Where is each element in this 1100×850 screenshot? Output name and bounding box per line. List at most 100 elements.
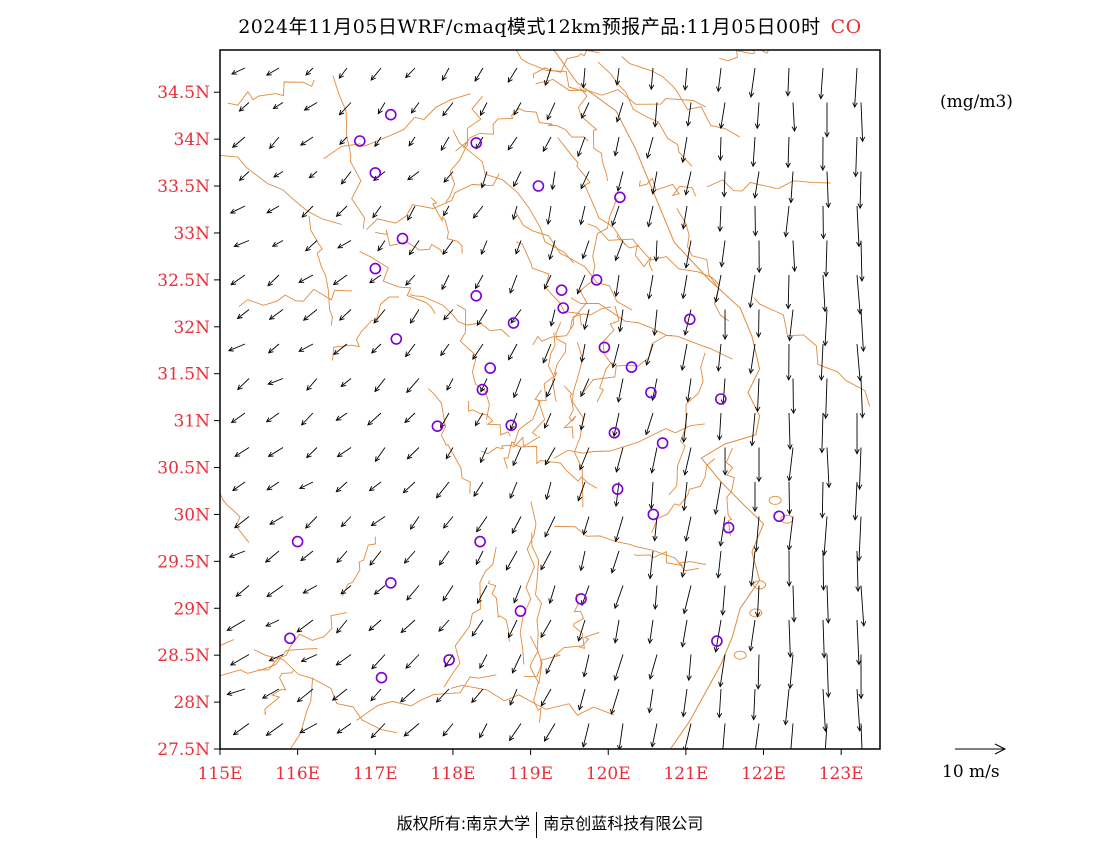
wind-arrow: [544, 481, 552, 501]
x-tick-label: 120E: [586, 764, 631, 784]
wind-arrow: [646, 205, 654, 228]
boundary-line: [668, 352, 706, 496]
wind-arrow: [480, 171, 488, 189]
boundary-line: [443, 546, 497, 688]
wind-arrow: [438, 619, 450, 632]
y-tick-label: 30N: [173, 505, 210, 525]
wind-arrow: [337, 240, 352, 249]
wind-arrow: [748, 343, 756, 375]
wind-arrow: [856, 619, 862, 666]
wind-arrow: [787, 619, 793, 658]
wind-arrow: [377, 102, 386, 115]
wind-arrow: [298, 481, 314, 490]
y-tick-label: 34N: [173, 130, 210, 150]
wind-arrow: [825, 654, 832, 698]
wind-arrow: [409, 516, 420, 530]
wind-arrow: [788, 171, 794, 204]
wind-arrow: [374, 378, 386, 393]
wind-arrow: [856, 516, 862, 562]
wind-arrow: [231, 136, 246, 149]
wind-arrow: [370, 723, 386, 739]
wind-arrow: [548, 240, 556, 261]
boundary-line: [634, 551, 706, 567]
station-marker: [384, 577, 397, 589]
y-tick-label: 32.5N: [157, 271, 210, 291]
wind-arrow: [232, 723, 250, 736]
station-marker: [711, 635, 723, 647]
wind-arrow: [612, 412, 620, 438]
wind-arrow: [820, 205, 827, 240]
wind-arrow: [507, 619, 518, 639]
boundary-line: [706, 179, 831, 192]
wind-arrow: [680, 343, 688, 371]
wind-arrow: [476, 516, 488, 533]
wind-arrow: [546, 205, 552, 226]
wind-arrow: [405, 654, 420, 669]
wind-arrow: [441, 274, 450, 291]
wind-arrow: [229, 654, 250, 666]
wind-arrow: [856, 343, 863, 382]
wind-arrow: [367, 412, 382, 426]
x-tick-label: 116E: [275, 764, 320, 784]
wind-arrow: [818, 67, 824, 100]
wind-arrow: [577, 619, 586, 642]
wind-arrow: [265, 723, 284, 736]
wind-arrow: [265, 67, 280, 76]
wind-arrow: [822, 309, 828, 347]
boundary-line: [515, 50, 587, 93]
wind-arrow: [302, 585, 318, 594]
wind-arrow: [614, 447, 624, 473]
wind-arrow: [370, 516, 386, 527]
wind-arrow: [403, 723, 420, 737]
station-marker: [484, 362, 497, 374]
wind-arrow: [718, 654, 726, 688]
station-marker: [722, 521, 735, 534]
copyright-left: 版权所有:南京大学: [396, 814, 531, 833]
station-marker: [773, 510, 785, 523]
wind-arrow: [441, 67, 450, 82]
wind-arrow: [479, 723, 488, 739]
wind-arrow: [438, 550, 450, 566]
wind-arrow: [339, 136, 348, 146]
wind-arrow: [548, 585, 556, 605]
wind-arrow: [446, 378, 454, 391]
map-title: 2024年11月05日WRF/cmaq模式12km预报产品:11月05日00时 C…: [0, 12, 1100, 39]
wind-vectors: [226, 67, 867, 749]
boundary-line: [676, 208, 729, 322]
wind-arrow: [680, 550, 688, 578]
wind-arrow: [235, 585, 250, 598]
boundary-line: [719, 50, 770, 62]
admin-boundaries: [220, 50, 871, 749]
wind-arrow: [716, 688, 723, 719]
wind-arrow: [266, 205, 280, 214]
wind-arrow: [783, 688, 790, 726]
wind-arrow: [579, 343, 586, 363]
boundary-line: [356, 674, 497, 721]
wind-arrow: [791, 585, 797, 623]
wind-arrow: [716, 412, 723, 441]
wind-arrow: [406, 378, 420, 394]
wind-arrow: [753, 516, 760, 553]
wind-arrow: [474, 67, 484, 82]
wind-arrow: [233, 240, 250, 248]
wind-arrow: [505, 550, 518, 571]
station-marker: [505, 419, 518, 432]
wind-arrow: [543, 412, 552, 429]
wind-arrow: [473, 481, 484, 498]
wind-arrow: [267, 378, 284, 386]
wind-arrow: [472, 205, 484, 219]
wind-arrow: [582, 654, 590, 678]
wind-arrow: [579, 412, 586, 431]
boundary-line: [455, 108, 519, 152]
wind-arrow: [230, 412, 246, 424]
boundary-line: [366, 173, 500, 231]
wind-arrow: [479, 447, 488, 464]
wind-arrow: [681, 481, 688, 512]
wind-arrow: [853, 136, 859, 178]
wind-arrow: [754, 102, 761, 130]
wind-arrow: [713, 274, 722, 303]
wind-arrow: [617, 723, 624, 749]
wind-arrow: [340, 378, 352, 388]
station-marker: [291, 535, 304, 548]
station-marker: [614, 191, 626, 204]
